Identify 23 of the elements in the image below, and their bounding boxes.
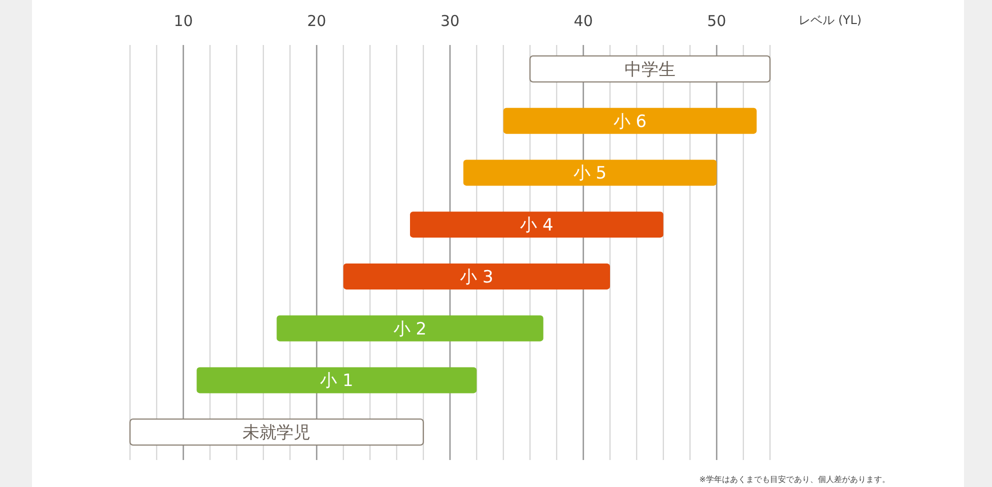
bar [463, 160, 717, 186]
x-axis-title: レベル (YL) [798, 13, 862, 27]
y-tick-label: 小 6 [613, 112, 647, 132]
x-tick-label: 20 [307, 12, 326, 30]
x-tick-label: 10 [174, 12, 193, 30]
bar [196, 367, 477, 394]
bar [503, 108, 757, 134]
bar [529, 55, 771, 83]
y-tick-label: 小 3 [460, 267, 494, 288]
bar [343, 263, 610, 290]
x-tick-label: 50 [707, 12, 726, 30]
y-tick-label: 小 4 [520, 216, 554, 236]
x-tick-label: 30 [440, 12, 460, 30]
y-tick-label: 小 2 [393, 319, 427, 340]
y-tick-label: 小 1 [320, 371, 354, 392]
x-tick-label: 40 [574, 12, 593, 30]
bar [129, 418, 424, 446]
y-tick-label: 中学生 [624, 60, 676, 80]
y-tick-label: 未就学児 [242, 423, 311, 444]
bar [410, 212, 664, 238]
y-tick-label: 小 5 [573, 164, 607, 184]
bar [276, 315, 544, 342]
text: ※学年はあくまでも目安であり、個人差があります。 [699, 475, 890, 484]
